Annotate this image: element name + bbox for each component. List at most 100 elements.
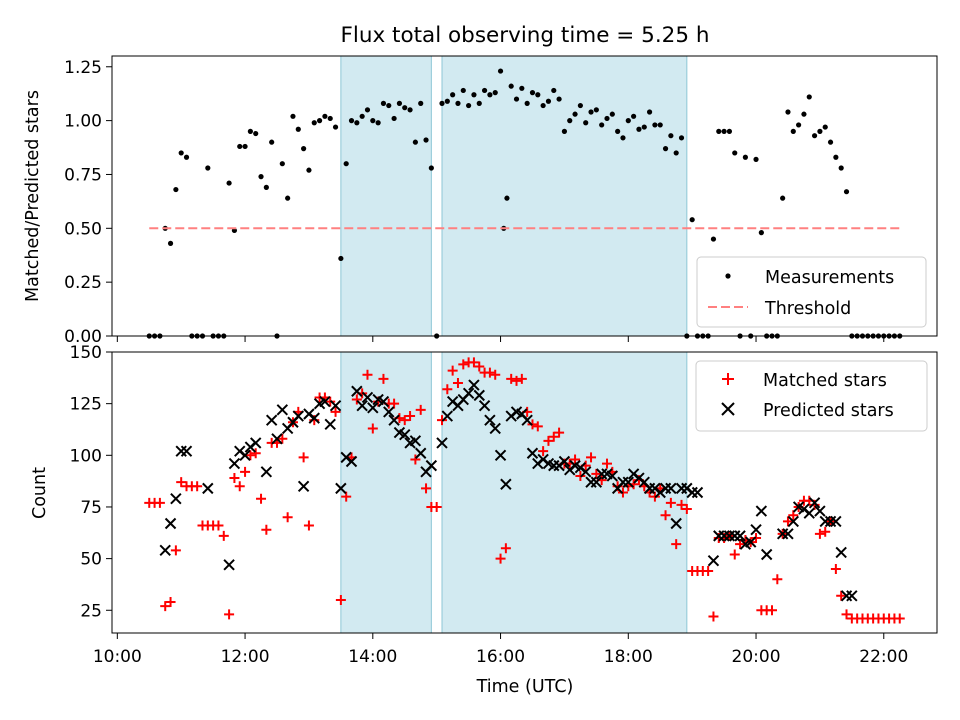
predicted-stars-point [202,482,214,495]
measurement-point [609,111,615,117]
measurement-point [732,150,738,156]
predicted-stars-point [399,428,411,441]
matched-stars-point [548,431,559,442]
count-x-tick-label: 20:00 [732,647,781,667]
predicted-stars-point [250,437,262,449]
predicted-stars-point [324,418,336,431]
measurement-point [519,85,525,91]
measurement-point [753,156,759,162]
predicted-stars-point [383,406,395,418]
figure-title: Flux total observing time = 5.25 h [341,23,710,48]
measurement-point [843,189,850,195]
predicted-stars-point [580,466,592,478]
matched-stars-point [218,530,229,541]
predicted-stars-point [170,492,182,505]
measurement-point [508,83,514,89]
measurement-point [178,150,184,156]
matched-stars-point [421,483,432,494]
matched-stars-point [788,510,799,521]
measurement-point [652,122,658,128]
measurement-point [615,128,621,134]
matched-stars-point [245,450,256,461]
ratio-panel: 0.00 0.25 0.50 0.75 1.00 1.25 Matched/Predict… [23,55,938,347]
count-axes-frame [111,351,938,634]
predicted-stars-point [223,559,235,571]
predicted-stars-point [260,466,273,478]
predicted-stars-point [436,437,448,449]
matched-stars-point [767,605,777,616]
matched-stars-point [511,375,522,386]
measurement-point [205,165,211,171]
matched-stars-point [591,468,602,479]
measurement-point [466,102,472,109]
ratio-y-tick-label: 0.00 [64,327,102,347]
measurement-point [423,137,429,143]
predicted-stars-point [345,455,358,468]
measurement-point [822,124,828,130]
predicted-stars-point [367,402,379,414]
measurement-point [460,87,466,94]
measurement-point [492,90,498,96]
measurement-point [556,96,562,102]
measurements-legend-marker [725,273,731,279]
predicted-stars-point [526,447,539,459]
ratio-legend-box [696,256,927,328]
ratio-y-tick-label: 0.50 [64,219,102,239]
measurement-point [242,143,248,150]
measurement-point [279,161,285,167]
ratio-y-label: Matched/Predicted stars [23,90,43,302]
measurement-point [370,118,376,124]
measurement-point [721,128,727,134]
predicted-stars-point [415,447,427,459]
measurement-point [524,100,530,106]
predicted-stars-point [228,457,241,470]
matched-stars-point [176,477,187,488]
matched-stars-point [468,357,479,368]
count-x-ticks: 10:00 12:00 14:00 16:00 18:00 20:00 22:00 [93,633,908,667]
matched-stars-point [671,539,682,550]
measurement-point [817,128,823,134]
matched-stars-point [484,367,495,378]
predicted-stars-point [670,517,682,530]
matched-stars-point [836,590,847,601]
threshold-legend-label: Threshold [764,299,851,319]
predicted-stars-point [622,476,634,488]
predicted-stars-point [308,412,320,424]
measurement-point [545,98,552,104]
matched-stars-point [452,377,463,388]
matched-stars-point [415,404,426,415]
measurement-point [529,90,536,96]
matched-stars-point [447,365,458,376]
measurement-point [583,120,589,126]
ratio-axes-frame [111,55,938,337]
measurement-point [359,113,365,119]
ratio-y-ticks: 0.00 0.25 0.50 0.75 1.00 1.25 [64,58,112,347]
predicted-stars-point [803,507,815,519]
predicted-stars-point [351,385,363,397]
predicted-stars-point [835,546,847,559]
matched-stars-point [772,574,783,585]
matched-legend-label: Matched stars [763,371,887,391]
predicted-stars-point [745,536,757,548]
measurement-point [183,154,190,160]
measurement-point [710,236,717,242]
count-x-tick-label: 10:00 [93,647,142,667]
matched-stars-point [378,373,389,384]
measurement-point [811,133,818,139]
measurement-point [620,135,626,141]
measurement-point [668,133,674,139]
predicted-stars-point [484,414,496,426]
measurement-point [631,113,637,119]
measurement-point [364,107,371,113]
matched-stars-point [495,553,506,564]
measurement-point [295,126,301,132]
ratio-y-tick-label: 1.00 [64,112,102,132]
matched-stars-point [431,501,442,512]
measurement-point [827,139,834,145]
matched-stars-point [782,516,793,527]
matched-stars-point [367,423,378,434]
count-y-tick-label: 50 [80,550,102,570]
count-panel: 25 50 75 100 125 150 10:00 12:00 14:00 16:00 18:0… [30,343,938,697]
measurement-point [561,128,568,134]
